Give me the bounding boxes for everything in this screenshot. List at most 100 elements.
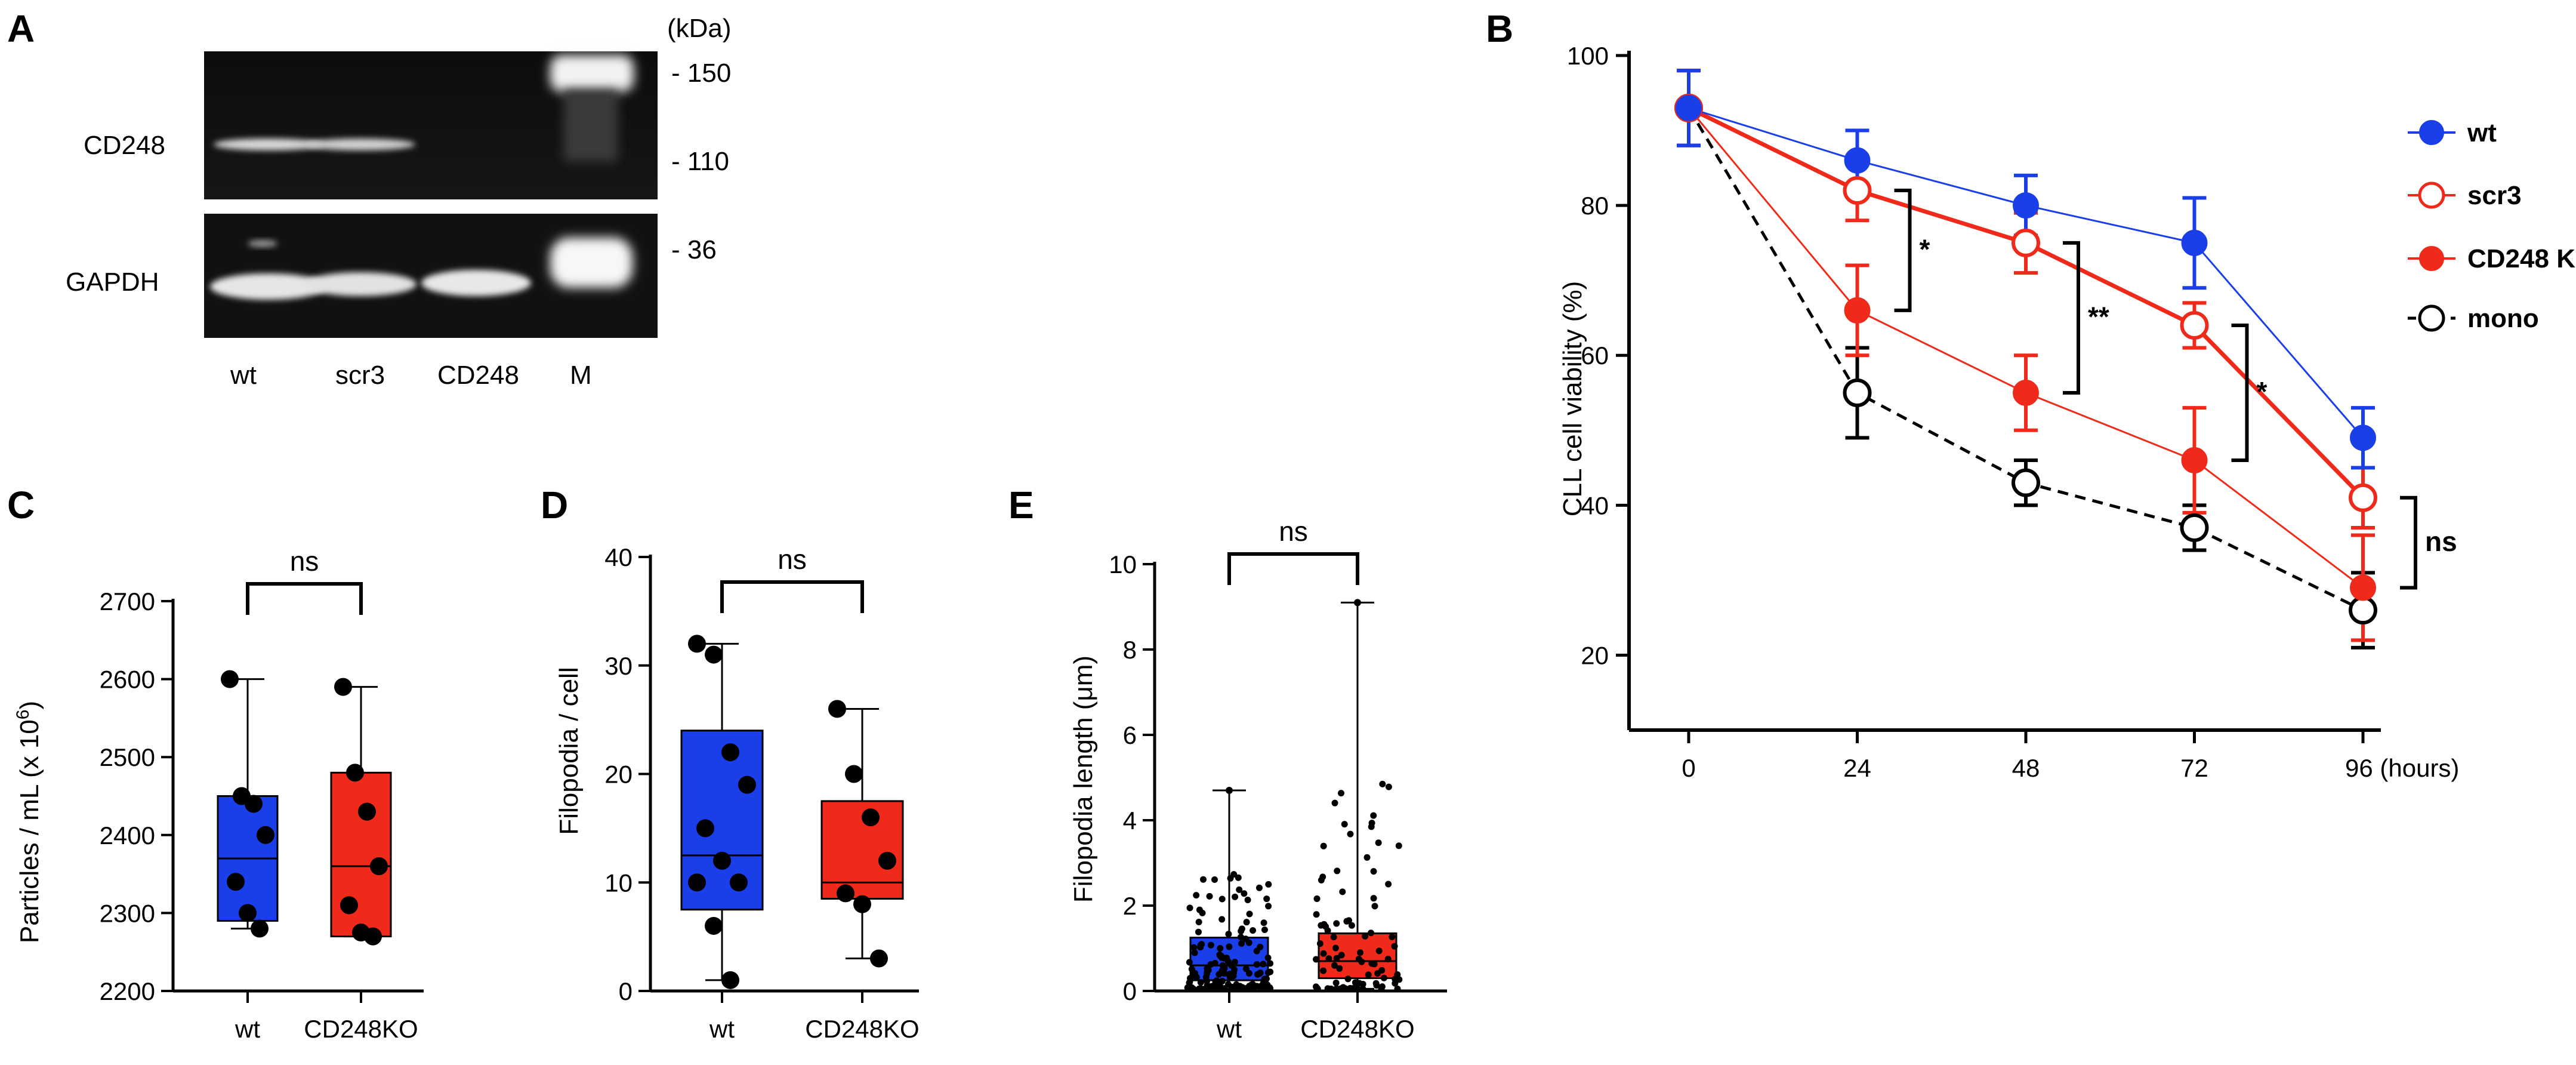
panel-e-point-cd248ko-48	[1370, 868, 1377, 875]
point-wt-0	[1676, 94, 1702, 121]
panel-d-point-wt-0	[688, 635, 706, 653]
panel-d-point-wt-6	[730, 873, 748, 892]
legend-marker-wt	[2419, 120, 2444, 145]
panel-c-ytick-label-2500: 2500	[100, 743, 155, 771]
panel-c-point-wt-0	[221, 670, 239, 688]
panel-e-point-cd248ko-1	[1332, 979, 1340, 986]
panel-e-point-wt-119	[1186, 975, 1193, 982]
significance-bracket-0	[1894, 189, 1912, 312]
point-mono-72	[2180, 513, 2209, 542]
panel-d-point-cd248ko-0	[828, 700, 846, 718]
panel-c-ylabel-close: )	[15, 701, 44, 710]
panel-b-letter: B	[1486, 7, 1513, 50]
panel-e-point-cd248ko-54	[1339, 888, 1346, 895]
panel-e-point-wt-92	[1217, 945, 1224, 952]
panel-e-point-cd248ko-71	[1332, 944, 1339, 952]
panel-b-xtick-label-0: 0	[1682, 754, 1695, 782]
panel-e-point-cd248ko-43	[1334, 867, 1341, 875]
panel-e-point-wt-129	[1201, 985, 1208, 992]
significance-label-0: *	[1920, 233, 1930, 264]
panel-e-point-wt-146	[1261, 975, 1268, 983]
panel-e-point-wt-138	[1235, 874, 1242, 881]
cd248-band-wt	[214, 138, 323, 150]
panel-e-point-wt-38	[1255, 884, 1263, 891]
point-cd248-ko-24	[1844, 297, 1871, 324]
panel-e-ytick-label-8: 8	[1123, 636, 1137, 664]
marker-110-label: - 110	[671, 147, 729, 176]
panel-e-point-wt-122	[1207, 961, 1214, 968]
panel-e-ytick-label-2: 2	[1123, 892, 1137, 920]
panel-d-point-wt-9	[721, 971, 739, 989]
panel-e-point-cd248ko-52	[1336, 965, 1343, 972]
panel-c-axes: 2200 2300 2400 2500 2600 2700 wt CD248KO	[100, 587, 424, 1043]
panel-d-ylabel: Filopodia / cell	[554, 667, 584, 835]
point-mono-24	[1843, 378, 1872, 407]
panel-d-point-wt-8	[705, 916, 723, 935]
panel-e-point-wt-137	[1243, 984, 1250, 992]
panel-e-point-wt-95	[1244, 897, 1251, 904]
gapdh-band-cd248	[421, 270, 531, 296]
panel-d-axes: 0 10 20 30 40 wt CD248KO	[604, 543, 919, 1043]
panel-e-point-wt-109	[1218, 978, 1226, 985]
panel-e-point-cd248ko-85	[1322, 923, 1329, 930]
panel-e-letter: E	[1008, 484, 1034, 527]
panel-e-point-wt-49	[1223, 955, 1230, 962]
panel-e-point-cd248ko-84	[1359, 981, 1366, 988]
gapdh-band-wt	[210, 273, 327, 300]
panel-e-ytick-label-10: 10	[1109, 550, 1137, 578]
panel-e-point-cd248ko-63	[1370, 812, 1377, 819]
panel-e-point-wt-117	[1193, 892, 1200, 899]
panel-c-point-wt-6	[251, 919, 269, 938]
panel-e-point-wt-141	[1217, 985, 1224, 992]
panel-e-point-cd248ko-0	[1341, 821, 1348, 828]
panel-c-point-wt-4	[227, 873, 245, 891]
panel-e-point-wt-66	[1191, 949, 1198, 956]
panel-c-point-wt-5	[239, 904, 257, 922]
panel-e-point-wt-116	[1230, 969, 1237, 977]
panel-e-point-wt-110	[1232, 893, 1239, 900]
panel-e-point-cd248ko-74	[1392, 980, 1399, 987]
panel-d-marks: ns	[680, 544, 904, 989]
panel-e-point-cd248ko-76	[1345, 917, 1352, 924]
panel-c-point-cd248ko-6	[364, 927, 382, 946]
legend-label-cd248-ko: CD248 KO	[2467, 244, 2576, 273]
panel-e-point-wt-65	[1184, 984, 1191, 992]
panel-d-point-cd248ko-4	[837, 884, 854, 903]
significance-bracket-3	[2400, 495, 2417, 590]
panel-e-point-wt-128	[1218, 916, 1226, 923]
panel-e-point-cd248ko-56	[1358, 958, 1365, 965]
panel-e-point-wt-144	[1216, 951, 1223, 958]
panel-e-point-cd248ko-47	[1331, 962, 1338, 969]
panel-e-point-wt-60	[1188, 965, 1195, 972]
significance-label-3: ns	[2425, 526, 2457, 557]
panel-d-point-cd248ko-1	[845, 765, 863, 783]
significance-label-2: *	[2257, 376, 2268, 407]
panel-e-point-wt-99	[1198, 941, 1205, 948]
panel-e-point-wt-100	[1228, 983, 1235, 990]
panel-e-point-cd248ko-80	[1313, 911, 1320, 918]
panel-e-point-cd248ko-27	[1371, 903, 1378, 910]
point-cd248-ko-48	[2013, 380, 2039, 406]
panel-b-xtick-label-72: 72	[2180, 754, 2208, 782]
panel-e-point-wt-88	[1267, 960, 1274, 967]
panel-e-point-wt-85	[1218, 895, 1226, 903]
panel-e-point-wt-83	[1241, 890, 1248, 897]
panel-b-ytick-label-60: 60	[1581, 341, 1609, 370]
panel-e-point-wt-37	[1265, 903, 1272, 910]
panel-e-point-wt-97	[1267, 968, 1274, 975]
panel-e-point-cd248ko-45	[1384, 955, 1392, 962]
panel-e-point-cd248ko-4	[1363, 854, 1371, 861]
panel-e-point-wt-87	[1260, 919, 1267, 927]
panel-e-point-wt-39	[1238, 928, 1245, 935]
panel-e-point-wt-134	[1236, 886, 1243, 893]
point-scr3-48	[2012, 228, 2040, 257]
point-scr3-24	[1843, 176, 1872, 205]
panel-c-ylabel: Particles / mL (x 106)	[13, 701, 44, 943]
panel-c-significance-bracket	[246, 582, 363, 615]
panel-c-point-cd248ko-1	[346, 764, 364, 782]
panel-e-point-wt-121	[1186, 904, 1193, 912]
panel-e-point-wt-79	[1260, 961, 1267, 968]
panel-e-point-wt-108	[1199, 909, 1206, 916]
